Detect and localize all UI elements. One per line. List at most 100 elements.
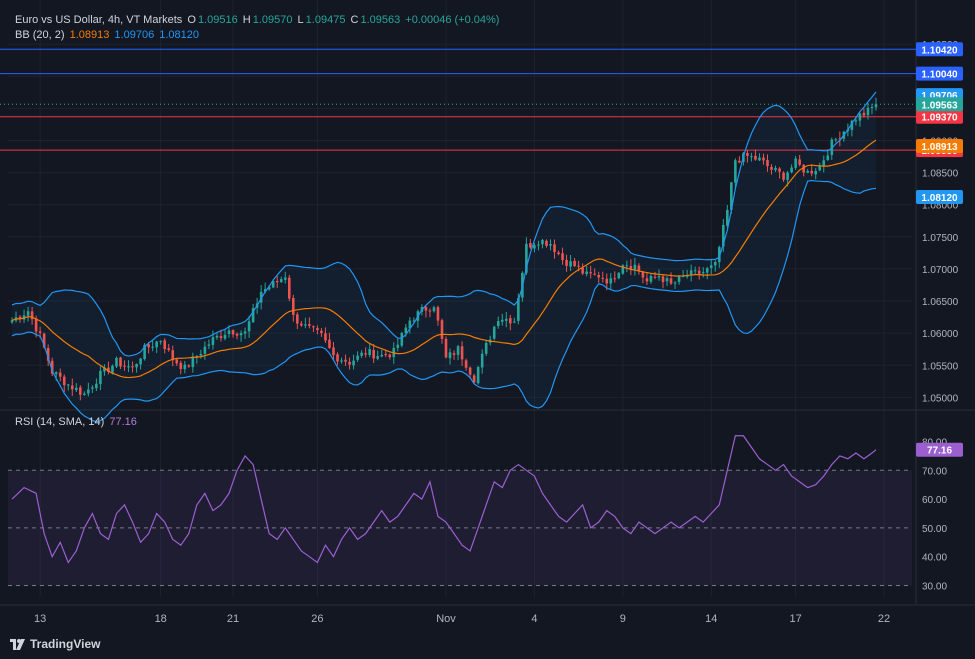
candle-body [380,354,384,357]
candle-body [320,330,323,334]
candle-body [171,350,175,361]
time-tick-label: 17 [790,613,802,625]
candle-body [400,333,404,346]
rsi-label: RSI (14, SMA, 14) [15,416,105,428]
candle-body [762,157,765,161]
bollinger-band-fill [12,91,876,422]
candle-body [549,244,552,246]
level-badge-1.10420-bg [916,42,963,57]
candle-body [352,360,355,366]
bollinger-band-lines [11,91,877,423]
tradingview-logo[interactable]: TradingView [10,637,100,651]
candle-body [460,346,464,360]
candle-body [633,264,637,270]
candle-body [641,271,645,278]
candle-body [26,311,30,316]
close-value: 1.09563 [360,14,401,26]
candle-body [468,367,472,375]
candle-body [95,383,98,389]
candle-body [730,182,733,210]
candle-body [159,341,162,343]
bb-upper-line [11,91,877,357]
candle-body [653,276,657,278]
candle-body [215,335,219,338]
candle-body [107,367,110,372]
high-label: H [242,14,251,26]
candle-body [629,266,633,269]
candle-body [665,278,669,282]
time-tick-label: 9 [620,613,626,625]
candle-body [179,362,183,370]
bb-fill-area [12,91,876,422]
candle-body [239,333,243,336]
candle-body [312,326,315,328]
candle-body [754,155,757,160]
price-badge-1.09563: 1.09563 [921,100,958,111]
candle-body [340,360,343,362]
price-badge-1.08120-bg [916,189,963,204]
candle-body [271,281,275,288]
candle-body [786,172,789,180]
candle-body [135,364,138,368]
level-badge-1.10040: 1.10040 [921,70,958,81]
candle-body [203,346,207,354]
candle-body [444,338,448,358]
open-label: O [187,14,196,26]
candle-body [533,245,536,249]
candle-body [376,356,379,359]
candle-body [62,376,66,386]
price-tick-label: 1.05000 [922,393,959,404]
candle-body [689,270,693,276]
candle-body [870,107,874,109]
candle-body [581,267,584,274]
candlesticks [10,97,878,401]
candle-body [344,359,347,362]
candle-body [115,357,118,367]
candle-body [259,291,263,303]
candle-body [83,393,86,395]
candle-body [561,253,564,261]
bb-upper-value: 1.09706 [114,29,155,41]
candle-body [296,314,299,324]
candle-body [199,353,203,356]
low-value: 1.09475 [305,14,346,26]
candle-body [328,339,331,348]
candle-body [452,353,456,355]
candle-body [388,354,392,358]
candle-body [577,265,580,267]
rsi-badge: 77.16 [927,446,952,457]
candle-body [436,307,440,321]
candle-body [396,344,400,348]
bb-basis-line [11,139,877,379]
candle-body [509,318,512,324]
candle-body [693,270,697,272]
candle-body [504,318,508,321]
rsi-tick-label: 70.00 [922,466,947,477]
price-badges: 1.104201.100401.093701.088501.097061.095… [916,42,963,457]
tradingview-logo-text: TradingView [30,637,101,651]
candle-body [219,336,223,339]
candle-body [58,372,62,377]
candle-body [231,330,235,335]
candle-body [850,120,854,130]
price-tick-label: 1.06500 [922,297,959,308]
candle-body [838,138,842,140]
candle-body [649,275,653,282]
candle-body [709,265,713,268]
candle-body [597,274,601,278]
bb-lower-value: 1.08120 [159,29,200,41]
candle-body [734,160,737,183]
ohlc-legend: Euro vs US Dollar, 4h, VT Markets O 1.095… [15,14,501,26]
close-label: C [350,14,359,26]
candle-body [721,224,725,247]
candle-body [300,323,303,326]
candle-body [476,367,480,384]
candle-body [287,277,291,299]
candle-body [472,375,476,383]
candle-body [292,297,295,315]
rsi-tick-label: 60.00 [922,495,947,506]
candle-body [480,353,484,368]
candle-body [685,275,689,277]
candle-body [175,359,179,364]
